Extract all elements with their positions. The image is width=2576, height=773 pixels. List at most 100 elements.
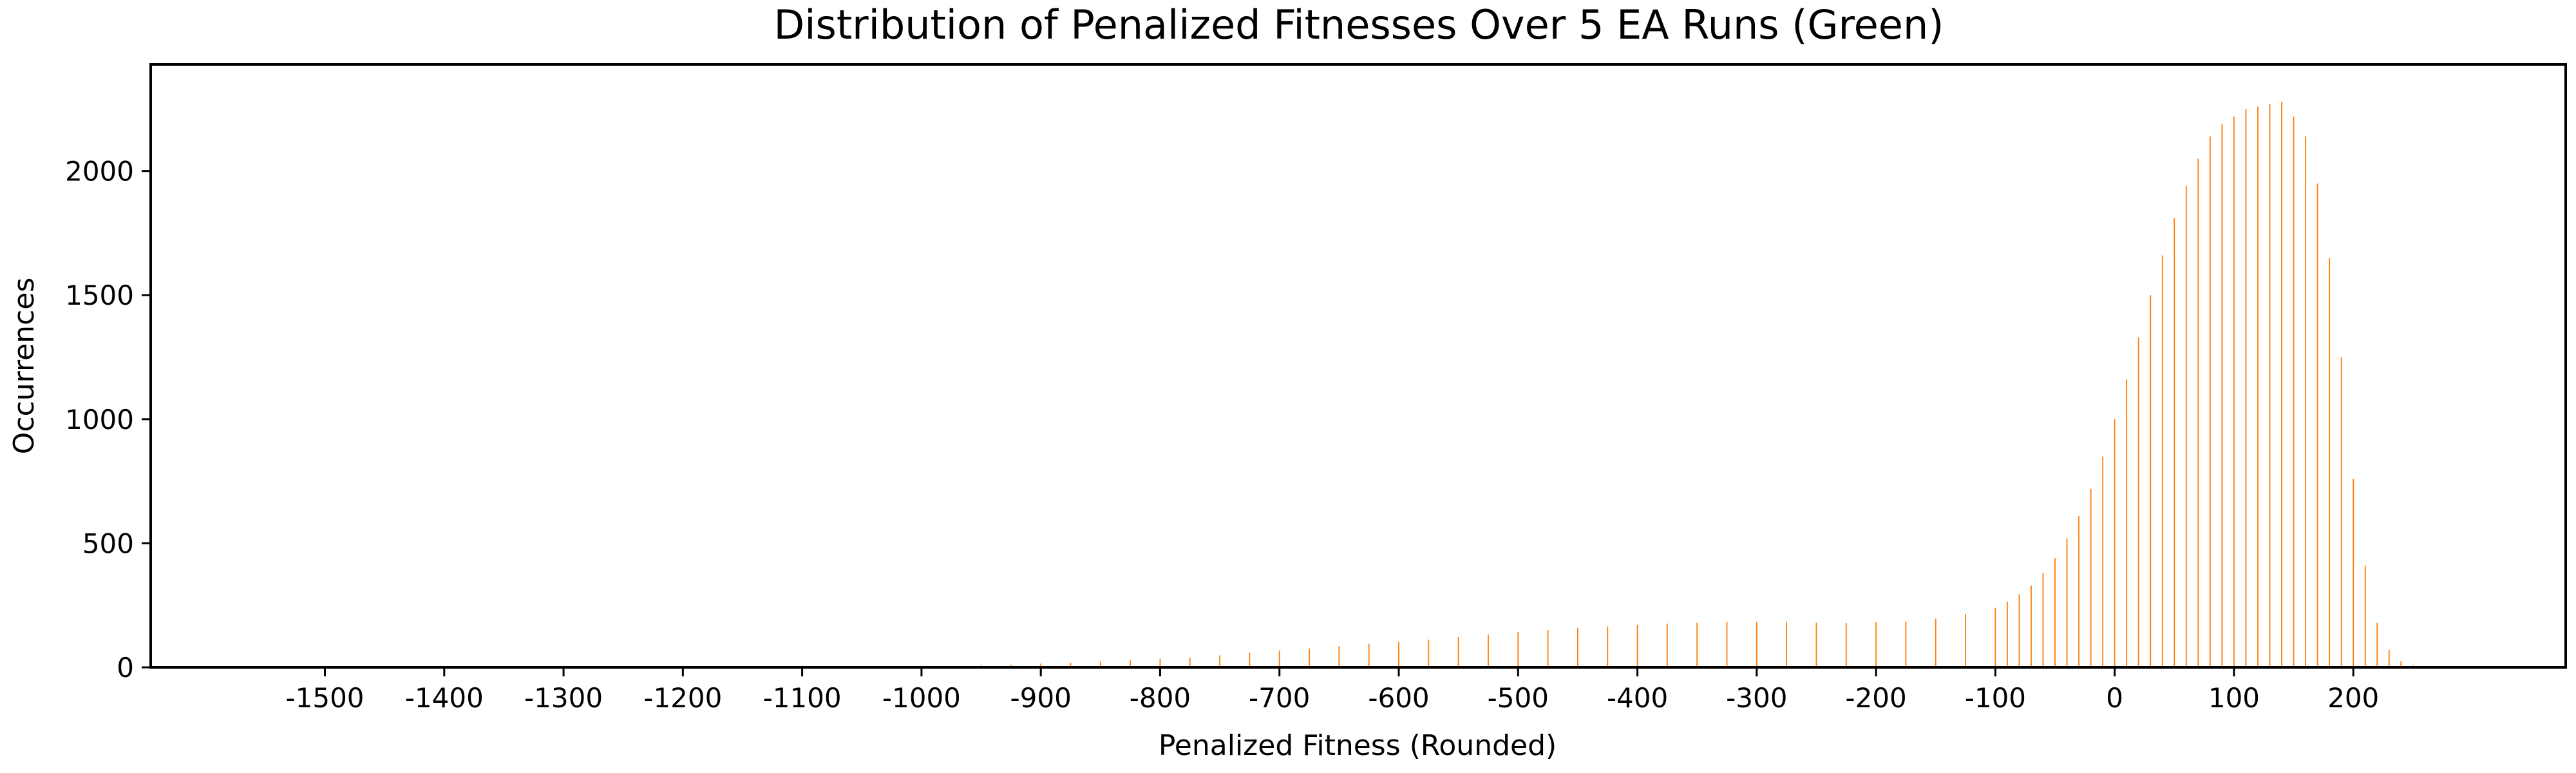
x-tick-label: 0 [2106,682,2123,714]
histogram-bar [1875,622,1877,667]
histogram-bar [1099,661,1101,667]
histogram-bar [1666,624,1668,667]
histogram-bar [2042,573,2044,667]
histogram-bar [1457,637,1459,667]
histogram-bar [1845,623,1847,667]
histogram-bar [1249,653,1251,667]
histogram-bar [2316,183,2318,667]
histogram-bar [1726,622,1728,667]
x-tick-label: -500 [1488,682,1549,714]
histogram-bar [2305,136,2307,667]
x-tick-label: -300 [1726,682,1787,714]
histogram-bar [1965,614,1966,667]
histogram-bar [1994,607,1996,667]
x-tick-label: -1000 [882,682,961,714]
histogram-bar [1607,626,1609,667]
histogram-bar [2054,558,2056,667]
histogram-bar [2376,622,2378,667]
histogram-bar [2364,566,2366,667]
histogram-bar [2114,419,2116,667]
histogram-bar [1368,644,1370,667]
histogram-bar [1488,634,1489,667]
histogram-bar [2174,218,2175,667]
y-tick-label: 0 [117,652,134,683]
histogram-bar [1786,622,1788,667]
y-tick-label: 1500 [65,280,134,311]
histogram-bar [2031,585,2032,667]
histogram-bar [2281,101,2282,667]
histogram-bar [2018,594,2020,667]
histogram-bar [1517,632,1519,667]
histogram-bar [1815,622,1817,667]
x-tick-label: -900 [1010,682,1072,714]
histogram-bar [2161,255,2163,667]
histogram-bar [1040,663,1042,667]
histogram-bar [2233,116,2235,667]
histogram-bar [2221,124,2223,667]
histogram-bar [2078,516,2079,667]
histogram-bar [2388,650,2390,667]
histogram-bar [1278,650,1280,667]
x-tick-label: 100 [2208,682,2260,714]
x-tick-label: -1200 [643,682,722,714]
histogram-bar [1756,622,1757,667]
plot-frame [149,63,2567,669]
chart-title: Distribution of Penalized Fitnesses Over… [774,1,1944,48]
histogram-bar [1577,628,1578,667]
x-axis: -1500 -1400 -1300 -1200 -1100 -1000 -900 -800 -7… [285,667,2379,714]
histogram-bar [1338,646,1340,667]
x-tick-label: -1400 [405,682,484,714]
histogram-bar [1398,642,1399,667]
x-axis-label: Penalized Fitness (Rounded) [1159,729,1557,762]
histogram-bar [1696,622,1698,667]
x-tick-label: -600 [1368,682,1429,714]
histogram-bar [1010,664,1012,667]
y-tick-label: 1000 [65,404,134,435]
histogram-bar [2150,295,2152,667]
histogram-bar [2340,357,2342,667]
histogram-bar [2245,109,2247,668]
y-axis-label: Occurrences [8,278,41,454]
histogram-bar [2329,258,2331,667]
histogram-bar [1189,657,1191,667]
x-tick-label: -800 [1130,682,1191,714]
histogram-bar [2197,158,2199,668]
histogram-bar [1428,639,1430,667]
x-tick-label: -1300 [524,682,603,714]
x-tick-label: -1100 [763,682,842,714]
histogram-bar [2126,379,2128,667]
histogram-bar [1130,660,1132,667]
bars-layer [920,101,2426,668]
histogram-bar [2102,456,2104,667]
histogram-bar [1905,621,1907,667]
histogram-bar [1219,655,1221,667]
histogram-bar [1159,658,1161,667]
histogram-bar [2209,136,2211,667]
histogram-bar [2400,661,2402,667]
histogram-bar [2353,479,2354,667]
histogram-bar [2293,116,2295,667]
x-tick-label: -100 [1965,682,2026,714]
histogram-bar [2269,104,2271,667]
histogram-bar [1636,624,1638,667]
x-tick-label: -700 [1249,682,1310,714]
histogram-bar [2066,538,2068,667]
histogram-bar [1547,630,1549,667]
y-tick-label: 500 [82,528,134,559]
histogram-bar [2090,488,2092,667]
x-tick-label: 200 [2327,682,2379,714]
y-tick-label: 2000 [65,156,134,187]
y-axis: 0 500 1000 1500 2000 [65,156,151,683]
x-tick-label: -200 [1845,682,1906,714]
x-tick-label: -1500 [285,682,364,714]
histogram-bar [1309,648,1310,667]
histogram-bar [1935,618,1937,667]
histogram-bar [2257,106,2259,668]
histogram-bar [1070,662,1072,667]
x-tick-label: -400 [1607,682,1668,714]
histogram-bar [2137,337,2139,667]
histogram-bar [2185,186,2187,668]
histogram-bar [2006,601,2008,667]
